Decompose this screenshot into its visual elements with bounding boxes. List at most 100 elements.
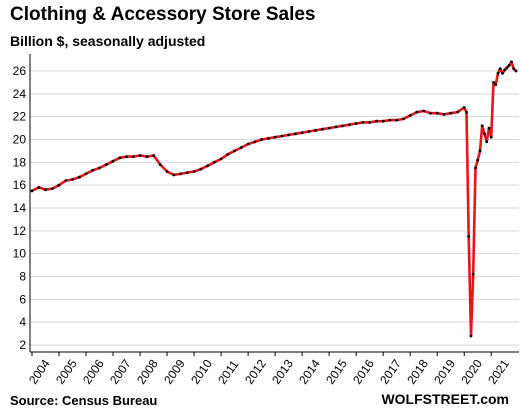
data-point-2010-07 [206, 164, 210, 168]
chart-title: Clothing & Accessory Store Sales [10, 4, 316, 25]
x-tick-label-2007: 2007 [107, 357, 134, 387]
data-point-2005-10 [77, 175, 81, 179]
data-point-2006-10 [104, 163, 108, 167]
data-point-2020-06 [474, 166, 477, 170]
data-point-2012-07 [260, 138, 263, 141]
data-point-2021-08 [505, 66, 509, 69]
chart-subtitle: Billion $, seasonally adjusted [10, 33, 206, 49]
y-tick-label-6: 6 [19, 292, 26, 306]
x-tick-label-2012: 2012 [242, 357, 269, 387]
data-point-2007-07 [125, 155, 128, 159]
x-tick-label-2005: 2005 [53, 357, 80, 387]
data-point-2017-10 [402, 117, 405, 121]
data-point-2021-12 [514, 69, 518, 73]
data-point-2021-04 [496, 71, 500, 75]
data-point-2017-07 [395, 118, 399, 122]
data-point-2007-10 [131, 155, 135, 159]
data-point-2021-03 [494, 83, 498, 87]
data-point-2009-01 [165, 170, 169, 173]
data-point-2016-01 [354, 122, 358, 125]
data-point-2008-10 [158, 163, 162, 167]
data-point-2021-07 [503, 68, 507, 72]
data-point-2014-07 [314, 129, 317, 132]
data-point-2009-07 [179, 172, 183, 176]
data-point-2020-07 [476, 158, 480, 162]
data-point-2008-01 [138, 154, 142, 157]
data-point-2021-06 [501, 71, 504, 75]
data-point-2011-01 [219, 157, 223, 161]
data-point-2013-10 [294, 132, 297, 136]
y-tick-label-18: 18 [13, 155, 27, 169]
x-tick-label-2013: 2013 [269, 357, 296, 387]
data-point-2004-07 [44, 188, 47, 192]
data-point-2008-04 [145, 155, 149, 159]
data-point-2020-12 [487, 126, 491, 130]
data-point-2019-04 [442, 113, 446, 116]
x-tick-label-2008: 2008 [134, 357, 161, 387]
source-note: Source: Census Bureau [10, 393, 158, 408]
data-point-2013-01 [273, 135, 277, 139]
data-point-2015-07 [341, 124, 345, 128]
data-point-2006-07 [98, 166, 101, 170]
data-point-2012-10 [267, 137, 270, 140]
data-point-2007-04 [118, 156, 122, 160]
x-tick-label-2009: 2009 [161, 357, 188, 387]
series-points [30, 60, 518, 338]
data-point-2006-01 [84, 172, 88, 176]
y-tick-label-14: 14 [13, 201, 27, 215]
data-point-2021-01 [489, 135, 493, 139]
data-point-2020-02 [465, 110, 468, 114]
data-point-2018-01 [408, 114, 412, 117]
data-point-2020-08 [478, 149, 482, 153]
y-tick-label-26: 26 [13, 64, 27, 78]
data-point-2020-11 [485, 140, 489, 144]
data-point-2012-01 [246, 142, 250, 146]
data-point-2018-07 [422, 109, 426, 113]
series-line [30, 60, 518, 338]
x-tick-label-2011: 2011 [215, 357, 241, 386]
data-point-2013-04 [280, 134, 284, 138]
data-point-2005-07 [71, 178, 74, 181]
data-point-2014-01 [300, 131, 304, 135]
data-point-2021-02 [492, 81, 495, 84]
data-point-2011-07 [233, 149, 237, 153]
data-point-2014-10 [321, 127, 324, 131]
y-tick-label-16: 16 [13, 178, 27, 192]
data-point-2015-01 [327, 126, 331, 130]
sales-line [30, 60, 518, 338]
data-point-2020-10 [483, 132, 486, 136]
data-point-2017-04 [388, 118, 392, 122]
data-point-2015-10 [348, 123, 351, 127]
data-point-2020-01 [462, 106, 466, 109]
data-point-2012-04 [253, 140, 257, 144]
data-point-2005-04 [64, 179, 68, 183]
y-tick-label-20: 20 [13, 133, 27, 147]
brand-watermark: WOLFSTREET.com [381, 391, 509, 407]
data-point-2021-10 [510, 60, 513, 64]
y-tick-label-22: 22 [13, 110, 27, 124]
data-point-2021-09 [507, 63, 511, 67]
x-tick-label-2014: 2014 [296, 357, 323, 387]
data-point-2004-04 [37, 186, 41, 189]
data-point-2017-01 [381, 119, 385, 123]
x-tick-label-2018: 2018 [404, 357, 431, 387]
data-point-2019-01 [435, 111, 439, 115]
y-tick-label-10: 10 [13, 247, 27, 261]
data-point-2011-04 [226, 152, 230, 156]
data-point-2006-04 [91, 168, 95, 172]
data-point-2020-05 [471, 272, 475, 276]
data-point-2020-04 [469, 334, 473, 338]
data-point-2009-10 [185, 171, 189, 175]
data-point-2007-01 [111, 159, 115, 163]
data-point-2010-01 [192, 170, 196, 173]
y-tick-label-2: 2 [19, 338, 26, 352]
y-tick-label-4: 4 [19, 315, 26, 329]
data-point-2004-01 [30, 189, 34, 193]
data-point-2010-04 [199, 167, 203, 171]
x-tick-label-2016: 2016 [350, 357, 377, 387]
data-point-2013-07 [287, 133, 290, 137]
data-point-2019-07 [449, 111, 453, 115]
data-point-2020-09 [480, 124, 484, 128]
gridlines [30, 70, 519, 346]
